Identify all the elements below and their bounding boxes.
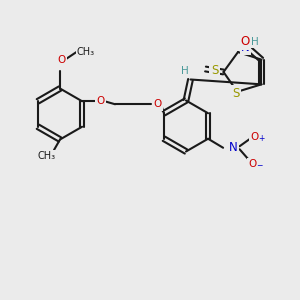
Text: S: S — [211, 64, 218, 77]
Text: +: + — [259, 134, 265, 143]
Text: CH₃: CH₃ — [38, 151, 56, 161]
Text: S: S — [232, 87, 239, 100]
Text: O: O — [153, 99, 161, 109]
Text: O: O — [57, 55, 66, 65]
Text: H: H — [181, 65, 188, 76]
Text: −: − — [256, 161, 262, 170]
Text: O: O — [248, 159, 256, 169]
Text: H: H — [250, 37, 258, 46]
Text: N: N — [229, 141, 238, 154]
Text: O: O — [96, 96, 104, 106]
Text: CH₃: CH₃ — [76, 47, 94, 57]
Text: O: O — [250, 132, 259, 142]
Text: N: N — [241, 41, 250, 54]
Text: O: O — [240, 35, 250, 48]
